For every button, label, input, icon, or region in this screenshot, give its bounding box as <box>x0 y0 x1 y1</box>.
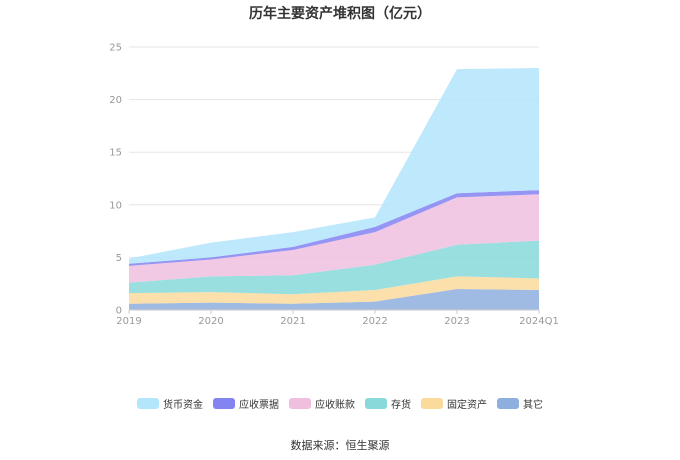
x-tick-label: 2024Q1 <box>519 316 559 327</box>
x-tick-label: 2021 <box>280 316 305 327</box>
legend-item-0[interactable]: 货币资金 <box>137 396 203 411</box>
legend-swatch <box>137 398 159 409</box>
legend-label: 存货 <box>391 400 411 411</box>
legend-item-3[interactable]: 存货 <box>365 396 411 411</box>
legend-label: 固定资产 <box>447 400 487 411</box>
chart-title: 历年主要资产堆积图（亿元） <box>249 6 431 22</box>
legend-label: 应收账款 <box>315 400 355 411</box>
legend-swatch <box>421 398 443 409</box>
x-tick-label: 2019 <box>116 316 141 327</box>
y-tick-label: 5 <box>116 253 122 264</box>
axis-layer: 0 5 10 15 20 25 2019 2020 2021 2022 2023 2024Q1 <box>109 43 559 328</box>
legend-swatch <box>497 398 519 409</box>
area-layer <box>129 68 539 310</box>
legend-swatch <box>213 398 235 409</box>
legend-label: 应收票据 <box>239 400 279 411</box>
legend-item-1[interactable]: 应收票据 <box>213 396 279 411</box>
legend-item-2[interactable]: 应收账款 <box>289 396 355 411</box>
area-series-3 <box>129 194 539 283</box>
legend-item-5[interactable]: 其它 <box>497 396 543 411</box>
y-tick-label: 10 <box>109 200 122 211</box>
legend-item-4[interactable]: 固定资产 <box>421 396 487 411</box>
x-tick-label: 2020 <box>198 316 223 327</box>
x-tick-label: 2023 <box>444 316 469 327</box>
y-tick-label: 25 <box>109 43 122 54</box>
legend-label: 其它 <box>523 400 543 411</box>
legend-label: 货币资金 <box>163 400 203 411</box>
data-source-note: 数据来源：恒生聚源 <box>290 439 390 452</box>
area-series-5 <box>129 68 539 264</box>
legend-swatch <box>289 398 311 409</box>
legend: 货币资金 应收票据 应收账款 存货 固定资产 其它 <box>0 396 680 411</box>
area-series-0 <box>129 288 539 310</box>
y-tick-label: 20 <box>109 95 122 106</box>
legend-swatch <box>365 398 387 409</box>
area-series-1 <box>129 276 539 304</box>
area-series-2 <box>129 240 539 295</box>
x-tick-label: 2022 <box>362 316 387 327</box>
y-tick-label: 0 <box>116 306 122 317</box>
y-tick-label: 15 <box>109 148 122 159</box>
